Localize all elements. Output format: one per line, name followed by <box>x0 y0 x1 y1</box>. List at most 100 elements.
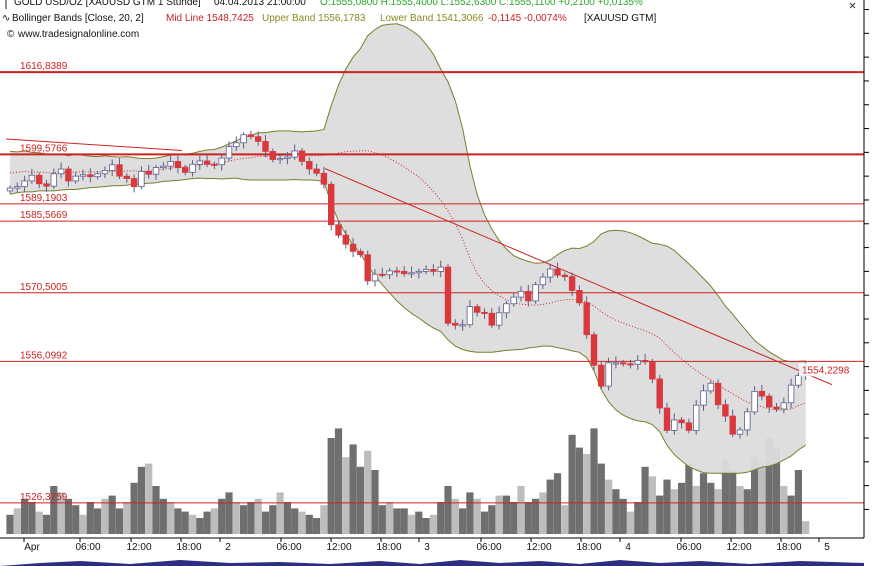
volume-bar <box>101 498 109 534</box>
level-lines-layer: 1616,8389 1599,5766 1589,1903 1585,5669 1570… <box>0 61 864 504</box>
volume-bar <box>692 486 700 534</box>
candle-body <box>590 334 598 366</box>
candle-body <box>203 160 211 165</box>
candle-body <box>795 375 802 386</box>
volume-bar <box>378 505 386 534</box>
candle-body <box>452 322 459 326</box>
header-datetime: 04.04.2013 21:00:00 <box>214 0 306 8</box>
time-label: 06:00 <box>75 542 100 553</box>
volume-bar <box>327 438 335 534</box>
candle-body <box>693 404 700 431</box>
volume-bar <box>364 450 372 534</box>
level-label: 1599,5766 <box>20 143 68 154</box>
candle-body <box>641 360 649 363</box>
candle-body <box>415 270 422 274</box>
volume-bar <box>736 486 744 534</box>
candle-body <box>320 172 328 185</box>
volume-bar <box>386 502 394 534</box>
volume-bar <box>137 466 145 534</box>
candle-body <box>773 406 780 410</box>
volume-bar <box>568 434 576 534</box>
candle-body <box>211 163 218 166</box>
candle-body <box>335 224 342 236</box>
volume-bar <box>196 518 204 534</box>
instrument-label: [XAUUSD GTM] <box>584 13 656 24</box>
time-label: 12:00 <box>326 542 351 553</box>
candle-body <box>306 160 313 170</box>
mid-line-label: Mid Line 1548,7425 <box>166 13 254 24</box>
volume-bar <box>510 502 518 534</box>
volume-bar <box>502 495 510 534</box>
candle-body <box>152 167 160 175</box>
volume-bar <box>437 502 445 534</box>
change-label: -0,1145 -0,0074% <box>488 13 567 24</box>
volume-bar <box>115 508 124 534</box>
candle-body <box>6 187 14 192</box>
candle-body <box>109 164 116 171</box>
right-axis-strip <box>864 0 876 538</box>
volume-bar <box>407 514 416 534</box>
candle-body <box>663 407 671 431</box>
header-ohlc: O:1555,0800 H:1555,4000 L:1552,6300 C:15… <box>320 0 643 8</box>
volume-bar <box>145 463 153 534</box>
volume-bar <box>400 508 408 534</box>
volume-bar <box>247 502 255 534</box>
time-axis: Apr 06:00 12:00 18:00 2 06:00 12:00 18:00 3 06:00… <box>23 538 830 553</box>
volume-bar <box>13 508 21 534</box>
volume-bar <box>539 492 547 534</box>
candle-body <box>50 173 57 187</box>
volume-bar <box>473 498 481 534</box>
candle-body <box>247 134 255 138</box>
volume-bar <box>480 511 489 534</box>
candle-body <box>444 266 452 324</box>
volume-bar <box>21 498 29 534</box>
candle-body <box>196 160 203 165</box>
candle-body <box>189 163 196 173</box>
volume-bar <box>181 511 189 534</box>
candle-body <box>57 168 65 175</box>
candle-body <box>364 254 371 282</box>
last-price-bg <box>799 363 855 377</box>
candle-body <box>787 384 795 404</box>
volume-bar <box>634 502 642 534</box>
candle-body <box>525 290 532 302</box>
candle-body <box>298 150 306 162</box>
candle-body <box>43 183 50 187</box>
volume-bar <box>648 476 656 534</box>
candle-body <box>758 390 766 397</box>
candle-body <box>714 382 722 406</box>
time-label: 4 <box>625 542 631 553</box>
candle-body <box>116 164 123 177</box>
candle-body <box>612 362 620 365</box>
volume-bar <box>218 498 226 534</box>
volume-bar <box>283 502 291 534</box>
trend-line-down <box>324 168 833 386</box>
candle-body <box>284 156 291 159</box>
time-axis-strip <box>0 538 876 566</box>
volume-bar <box>743 489 751 534</box>
volume-bar <box>167 502 175 534</box>
candle-body <box>430 269 437 272</box>
volume-bar <box>6 514 14 534</box>
candle-body <box>722 404 729 417</box>
time-label: 18:00 <box>176 542 201 553</box>
volume-bar <box>561 505 569 534</box>
time-label: 3 <box>424 542 430 553</box>
trend-line-upper <box>5 138 183 151</box>
level-label: 1570,5005 <box>20 282 68 293</box>
candle-body <box>744 411 751 431</box>
candle-body <box>21 180 28 188</box>
candle-body <box>291 150 298 158</box>
volume-bar <box>291 508 299 534</box>
candle-body <box>459 324 466 327</box>
volume-bar <box>714 489 722 534</box>
candle-body <box>561 274 568 278</box>
lower-band-label: Lower Band 1541,3066 <box>380 13 484 24</box>
time-label: 06:00 <box>476 542 501 553</box>
volume-bar <box>765 438 773 534</box>
volume-bar <box>313 518 321 534</box>
close-icon[interactable] <box>849 2 856 9</box>
upper-band-label: Upper Band 1556,1783 <box>262 13 366 24</box>
candle-body <box>240 134 247 144</box>
volume-bar <box>663 479 671 534</box>
